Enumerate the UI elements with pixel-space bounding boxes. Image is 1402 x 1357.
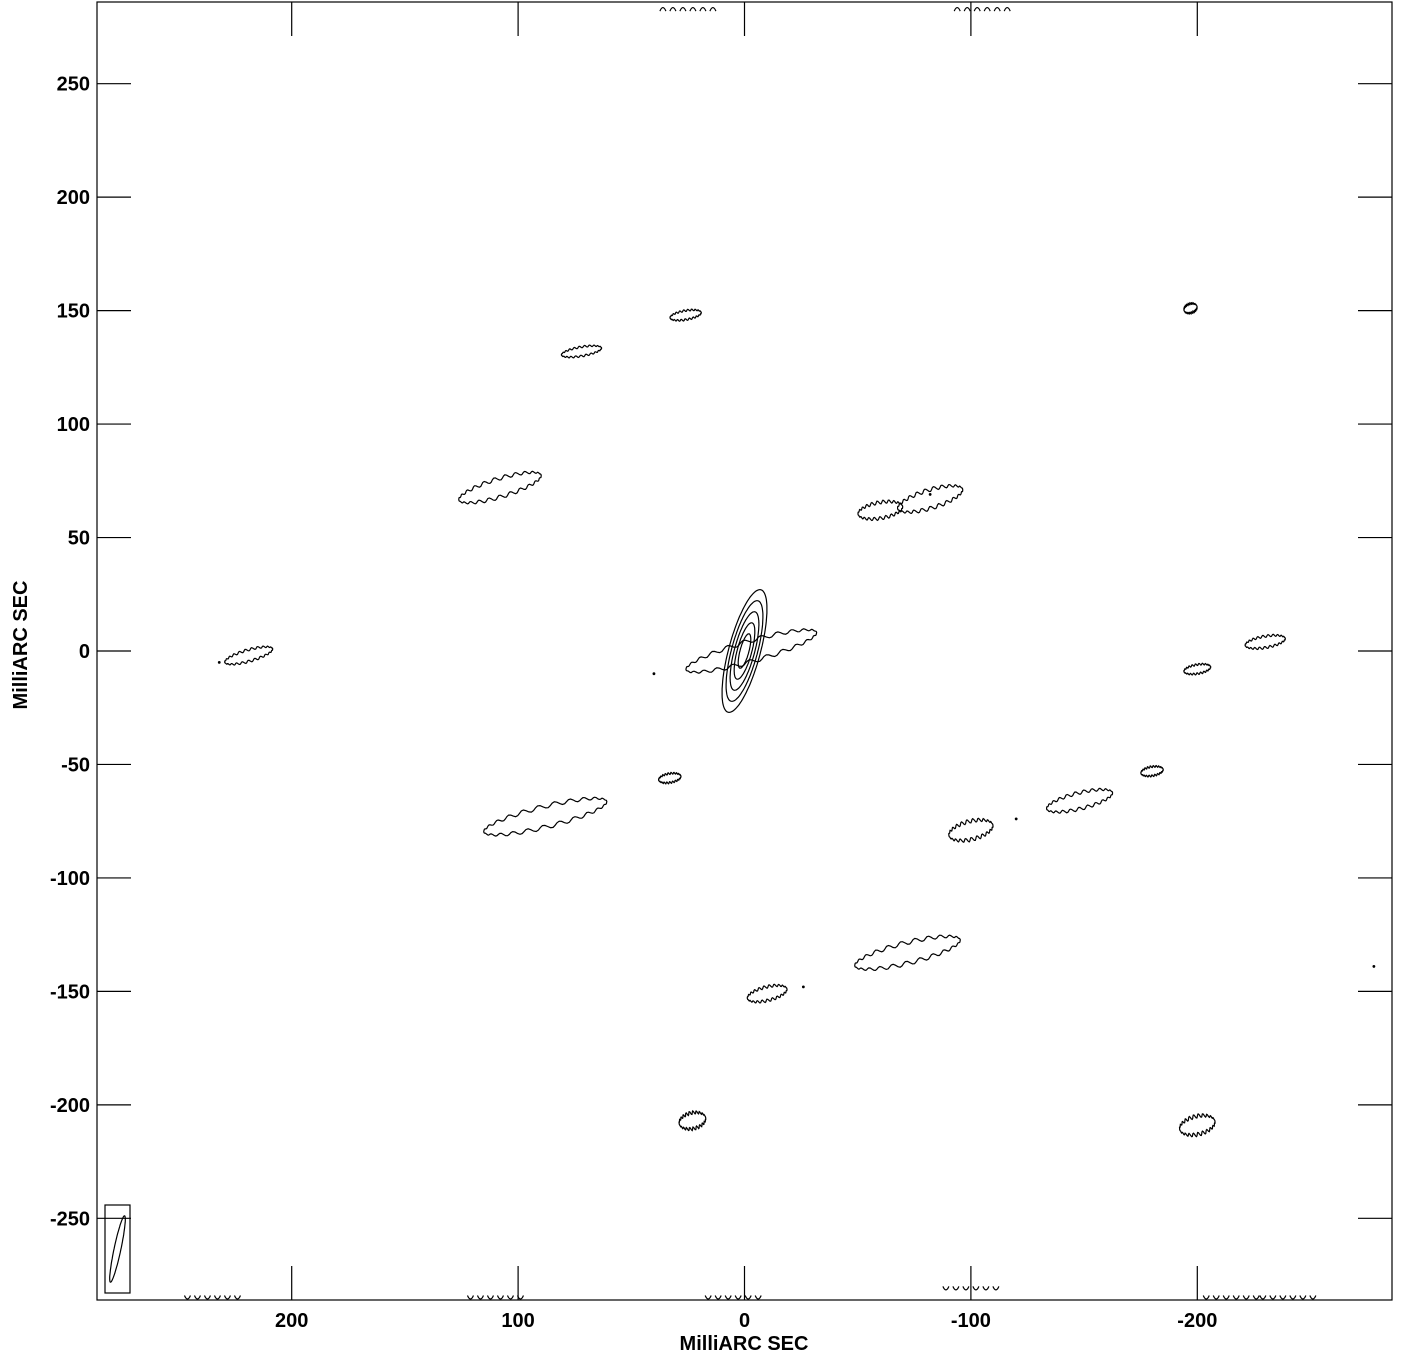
contour-feature xyxy=(1046,787,1114,814)
contour-feature xyxy=(1183,301,1198,315)
edge-contour-fragment xyxy=(704,1295,762,1300)
contour-layer xyxy=(183,7,1376,1300)
contour-dot xyxy=(1372,965,1376,968)
y-tick-label: 200 xyxy=(57,187,90,209)
contour-feature xyxy=(1183,662,1212,676)
y-tick-label: 100 xyxy=(57,414,90,436)
contour-dot xyxy=(652,672,656,676)
y-tick-label: 250 xyxy=(57,74,90,96)
contour-feature xyxy=(224,645,274,666)
edge-contour-fragment xyxy=(659,7,717,12)
beam-ellipse xyxy=(109,1215,126,1283)
contour-dot xyxy=(928,493,932,496)
contour-feature xyxy=(1140,764,1164,778)
contour-feature xyxy=(685,628,818,674)
x-tick-label: -200 xyxy=(1177,1310,1217,1332)
plot-frame xyxy=(96,1,1393,1301)
y-tick-label: 150 xyxy=(57,301,90,323)
contour-feature xyxy=(897,483,964,515)
x-axis-title: MilliARC SEC xyxy=(680,1333,809,1355)
edge-contour-fragment xyxy=(183,1295,242,1300)
edge-contour-fragment xyxy=(1202,1295,1260,1300)
contour-feature xyxy=(746,983,788,1004)
axis-ticks: 200 100 0 -100 -200 250 200 150 100 50 0 -50 -100 -15… xyxy=(50,2,1392,1332)
central-source-contour xyxy=(725,600,764,702)
edge-contour-fragment xyxy=(466,1295,525,1300)
beam-box xyxy=(104,1204,131,1294)
y-tick-label: -100 xyxy=(50,868,90,890)
contour-feature xyxy=(857,499,904,522)
central-source-contour xyxy=(733,622,756,680)
x-tick-label: 100 xyxy=(501,1310,534,1332)
beam-inset xyxy=(104,1204,131,1294)
contour-dot xyxy=(1014,817,1018,821)
central-source-contour xyxy=(729,611,760,691)
y-axis-title: MilliARC SEC xyxy=(10,581,32,710)
contour-feature xyxy=(1178,1112,1216,1138)
contour-feature xyxy=(658,771,682,785)
y-tick-label: -50 xyxy=(61,754,90,776)
y-tick-label: -250 xyxy=(50,1208,90,1230)
y-tick-label: 50 xyxy=(68,528,90,550)
contour-feature xyxy=(854,934,961,972)
contour-feature xyxy=(948,817,994,843)
central-source-contour xyxy=(737,633,752,669)
x-tick-label: 0 xyxy=(739,1310,750,1332)
edge-contour-fragment xyxy=(953,7,1011,12)
contour-feature xyxy=(669,308,703,322)
contour-feature xyxy=(458,470,542,505)
contour-feature xyxy=(483,796,608,837)
contour-feature xyxy=(678,1109,707,1132)
edge-contour-fragment xyxy=(942,1286,1000,1291)
central-source-contour xyxy=(721,588,768,714)
contour-dot xyxy=(217,660,221,664)
edge-contour-fragment xyxy=(1259,1295,1317,1300)
y-tick-label: -200 xyxy=(50,1095,90,1117)
y-tick-label: 0 xyxy=(79,641,90,663)
y-tick-label: -150 xyxy=(50,981,90,1003)
contour-feature xyxy=(560,344,603,359)
contour-feature xyxy=(1244,633,1286,651)
x-tick-label: 200 xyxy=(275,1310,308,1332)
contour-dot xyxy=(801,985,805,989)
x-tick-label: -100 xyxy=(951,1310,991,1332)
